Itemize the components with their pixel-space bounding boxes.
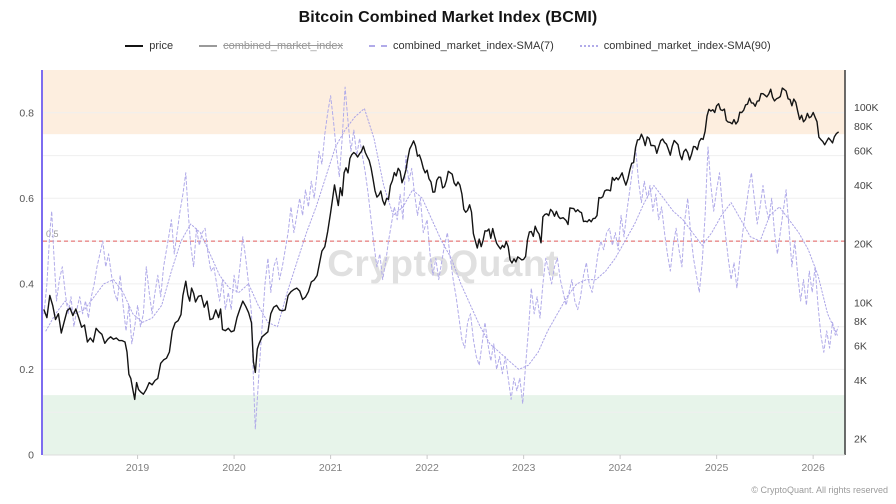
left-axis-tick-label: 0.4 xyxy=(19,278,34,290)
legend-item-price[interactable]: price xyxy=(125,40,173,52)
threshold-label: 0.5 xyxy=(46,229,59,239)
right-axis-tick-label: 100K xyxy=(854,102,879,114)
right-axis-tick-label: 80K xyxy=(854,121,873,133)
legend: price combined_market_index combined_mar… xyxy=(0,40,896,52)
x-axis-tick-label: 2022 xyxy=(415,462,439,474)
right-axis-tick-label: 10K xyxy=(854,297,873,309)
right-axis-tick-label: 20K xyxy=(854,239,873,251)
overheated-band xyxy=(43,70,845,135)
right-axis-tick-label: 60K xyxy=(854,145,873,157)
left-axis-tick-label: 0 xyxy=(28,450,34,462)
legend-item-combined-market-index[interactable]: combined_market_index xyxy=(199,40,343,52)
oversold-band xyxy=(43,395,845,455)
left-axis-tick-label: 0.8 xyxy=(19,107,34,119)
legend-item-sma90[interactable]: combined_market_index-SMA(90) xyxy=(579,40,771,52)
x-axis-tick-label: 2026 xyxy=(801,462,825,474)
sma90-line-marker-icon xyxy=(579,45,598,47)
left-axis-tick-label: 0.2 xyxy=(19,364,34,376)
legend-label-price: price xyxy=(149,40,174,52)
price-line xyxy=(43,87,839,401)
legend-label-sma7: combined_market_index-SMA(7) xyxy=(392,40,554,52)
combined_market_index-SMA(7)-line xyxy=(43,86,839,430)
right-axis-tick-label: 4K xyxy=(854,375,867,387)
x-axis-tick-label: 2024 xyxy=(608,462,632,474)
right-axis-tick-label: 8K xyxy=(854,316,867,328)
x-axis-tick-label: 2023 xyxy=(512,462,536,474)
copyright-text: © CryptoQuant. All rights reserved xyxy=(751,485,888,495)
right-axis-tick-label: 2K xyxy=(854,434,867,446)
sma7-line-marker-icon xyxy=(368,45,387,47)
combined_market_index-SMA(90)-line xyxy=(45,108,838,370)
chart-title: Bitcoin Combined Market Index (BCMI) xyxy=(298,9,598,26)
price-line-marker-icon xyxy=(125,45,144,47)
cryptoquant-watermark: CryptoQuant xyxy=(327,243,559,284)
combined-market-index-line-marker-icon xyxy=(199,45,218,47)
right-axis-tick-label: 40K xyxy=(854,180,873,192)
x-axis-tick-label: 2025 xyxy=(705,462,729,474)
legend-label-combined-market-index: combined_market_index xyxy=(223,40,343,52)
x-axis-tick-label: 2020 xyxy=(222,462,246,474)
right-axis-tick-label: 6K xyxy=(854,341,867,353)
legend-label-sma90: combined_market_index-SMA(90) xyxy=(603,40,771,52)
legend-item-sma7[interactable]: combined_market_index-SMA(7) xyxy=(368,40,554,52)
left-axis-tick-label: 0.6 xyxy=(19,193,34,205)
x-axis-tick-label: 2021 xyxy=(319,462,343,474)
x-axis-tick-label: 2019 xyxy=(126,462,150,474)
